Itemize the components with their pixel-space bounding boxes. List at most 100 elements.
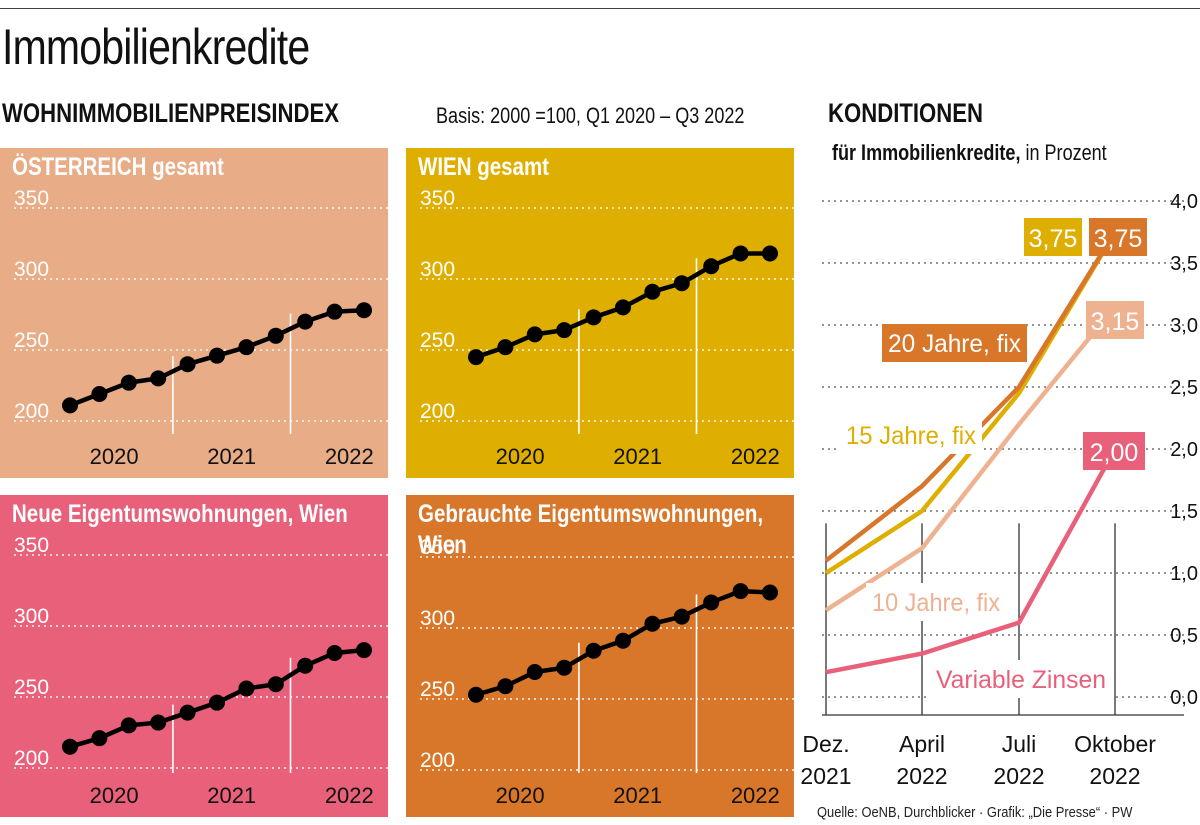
x-year-label: 2021 xyxy=(207,444,256,469)
x-tick-label: April xyxy=(899,731,945,757)
value-label: 3,75 xyxy=(1094,225,1143,253)
x-year-label: 2022 xyxy=(731,444,780,469)
data-point xyxy=(762,584,778,601)
y-tick-label: 200 xyxy=(420,749,455,772)
y-tick-label: 3,0 xyxy=(1170,315,1198,337)
chart-neue-eigentumswohnungen: 350 300 250 200 2020 2021 2022 Neue Eigentumsw… xyxy=(0,495,388,817)
x-year-label: 2020 xyxy=(90,783,139,808)
data-point xyxy=(556,322,573,339)
series-label: Variable Zinsen xyxy=(936,666,1106,694)
chart-oesterreich: 350 300 250 200 2020 2021 2022 ÖSTERREICH gesa… xyxy=(0,148,388,478)
chart-title: WIEN gesamt xyxy=(418,153,550,181)
x-year-label: 2021 xyxy=(207,783,256,808)
y-tick-label: 250 xyxy=(420,678,455,701)
conditions-subtitle: für Immobilienkredite, in Prozent xyxy=(832,140,1107,165)
y-tick-label: 3,5 xyxy=(1170,253,1198,275)
y-tick-label: 300 xyxy=(420,607,455,630)
index-basis: Basis: 2000 =100, Q1 2020 – Q3 2022 xyxy=(436,103,745,128)
data-point xyxy=(267,327,284,344)
chart-title: ÖSTERREICH gesamt xyxy=(12,153,224,181)
data-point xyxy=(297,657,314,674)
x-tick-label: Oktober xyxy=(1074,731,1156,757)
x-year-label: 2021 xyxy=(613,783,662,808)
page-title: Immobilienkredite xyxy=(2,19,310,75)
data-point xyxy=(703,258,720,275)
y-tick-label: 250 xyxy=(14,676,49,699)
data-point xyxy=(238,339,255,356)
data-point xyxy=(179,356,196,373)
y-tick-label: 250 xyxy=(14,329,49,352)
y-tick-label: 300 xyxy=(14,258,49,281)
data-point xyxy=(615,632,631,649)
x-tick-label: Dez. xyxy=(802,731,849,757)
panel-background xyxy=(0,148,388,478)
data-point xyxy=(762,245,778,262)
y-tick-label: 350 xyxy=(420,536,455,559)
data-point xyxy=(179,704,196,721)
data-point xyxy=(644,615,661,632)
data-point xyxy=(468,349,484,366)
series-label-box xyxy=(930,660,1112,698)
chart-konditionen: 4,0 3,5 3,0 2,5 2,0 1,5 1,0 0,5 0,0 Dez. 2021 April… xyxy=(800,180,1200,800)
data-point xyxy=(91,386,108,403)
data-point xyxy=(209,694,225,711)
x-year-label: 2020 xyxy=(496,783,545,808)
data-point xyxy=(556,659,573,676)
data-point xyxy=(91,730,108,747)
data-point xyxy=(497,339,514,356)
data-point xyxy=(356,302,372,319)
panel-background xyxy=(406,495,794,817)
data-point xyxy=(526,664,543,681)
x-year-label: 2022 xyxy=(325,783,374,808)
data-point xyxy=(468,686,484,703)
y-tick-label: 1,0 xyxy=(1170,563,1198,585)
y-tick-label: 300 xyxy=(14,605,49,628)
value-label-box xyxy=(1024,218,1082,256)
series-label: 10 Jahre, fix xyxy=(872,589,1000,617)
y-tick-label: 200 xyxy=(14,747,49,770)
y-tick-label: 2,5 xyxy=(1170,377,1198,399)
data-point xyxy=(326,303,343,320)
data-point xyxy=(585,309,602,326)
chart-title: Neue Eigentumswohnungen, Wien xyxy=(12,500,348,528)
data-point xyxy=(673,608,690,625)
data-point xyxy=(62,738,78,755)
y-tick-label: 350 xyxy=(14,534,49,557)
data-point xyxy=(703,594,720,611)
top-rule xyxy=(0,8,1200,9)
chart-plot: 350 300 250 200 2020 2021 2022 xyxy=(0,148,388,478)
x-year-label: 2022 xyxy=(325,444,374,469)
data-point xyxy=(356,642,372,659)
value-label-box xyxy=(1086,301,1144,339)
conditions-heading: KONDITIONEN xyxy=(828,98,983,128)
y-tick-label: 2,0 xyxy=(1170,439,1198,461)
y-tick-label: 1,5 xyxy=(1170,501,1198,523)
data-point xyxy=(673,275,690,292)
chart-plot: 350 300 250 200 2020 2021 2022 xyxy=(406,495,794,817)
y-tick-label: 4,0 xyxy=(1170,191,1198,213)
x-tick-label: 2022 xyxy=(896,763,947,789)
data-point xyxy=(732,245,749,262)
x-tick-label: 2022 xyxy=(993,763,1044,789)
value-label: 3,75 xyxy=(1029,225,1078,253)
series-label-box xyxy=(840,416,982,454)
series-line xyxy=(825,447,1117,675)
data-point xyxy=(120,374,137,391)
value-label: 2,00 xyxy=(1090,439,1139,467)
data-point xyxy=(526,326,543,343)
chart-wien: 350 300 250 200 2020 2021 2022 WIEN gesamt xyxy=(406,148,794,478)
series-line xyxy=(824,230,1117,575)
y-tick-label: 200 xyxy=(14,400,49,423)
data-point xyxy=(150,714,167,731)
chart-gebrauchte-eigentumswohnungen: 350 300 250 200 2020 2021 2022 Gebrauchte Eige… xyxy=(406,495,794,817)
chart-plot: 4,0 3,5 3,0 2,5 2,0 1,5 1,0 0,5 0,0 Dez. 2021 April… xyxy=(800,191,1198,789)
chart-plot: 350 300 250 200 2020 2021 2022 xyxy=(0,495,388,817)
data-point xyxy=(585,642,602,659)
x-tick-label: Juli xyxy=(1002,731,1037,757)
y-tick-label: 0,0 xyxy=(1170,687,1198,709)
chart-plot: 350 300 250 200 2020 2021 2022 xyxy=(406,148,794,478)
data-point xyxy=(497,678,514,695)
y-tick-label: 0,5 xyxy=(1170,625,1198,647)
x-year-label: 2021 xyxy=(613,444,662,469)
index-heading: WOHNIMMOBILIENPREISINDEX xyxy=(2,98,340,128)
